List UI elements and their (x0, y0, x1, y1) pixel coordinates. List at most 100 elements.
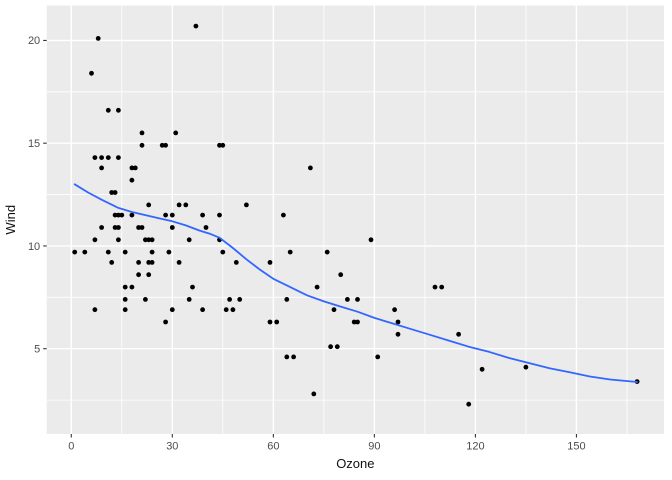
data-point (479, 366, 485, 372)
data-point (139, 142, 145, 148)
data-point (122, 249, 128, 255)
data-point (176, 260, 182, 265)
data-point (99, 165, 104, 171)
x-tick-label: 60 (267, 441, 279, 453)
data-point (139, 130, 145, 136)
data-point (311, 391, 317, 397)
data-point (334, 344, 340, 350)
data-point (105, 249, 111, 255)
data-point (186, 237, 192, 243)
y-tick-label: 15 (28, 138, 40, 150)
smooth-line (73, 183, 638, 383)
data-point (163, 142, 169, 148)
data-point (351, 319, 357, 325)
data-point (237, 297, 243, 302)
data-point (122, 307, 128, 313)
data-point (355, 297, 360, 302)
data-point (149, 249, 155, 255)
data-point (176, 202, 182, 208)
data-point (136, 272, 142, 278)
data-point (284, 297, 290, 302)
data-point (89, 70, 94, 76)
data-point (466, 401, 472, 407)
data-point (116, 225, 121, 230)
data-point (169, 307, 175, 313)
data-point (122, 284, 128, 290)
x-tick-label: 0 (68, 441, 74, 453)
data-point (136, 260, 142, 265)
data-point (169, 212, 175, 218)
data-point (112, 190, 118, 195)
data-point (112, 225, 118, 230)
data-point (395, 319, 401, 325)
data-point (217, 212, 222, 218)
data-point (200, 212, 206, 218)
data-point (129, 177, 135, 183)
x-tick-label: 90 (368, 441, 380, 453)
data-point (92, 307, 98, 313)
data-point (163, 319, 169, 325)
y-axis-title: Wind (3, 205, 18, 235)
data-point (331, 307, 337, 313)
data-point (149, 260, 155, 265)
data-point (308, 165, 313, 171)
data-point (190, 284, 195, 290)
data-point (220, 142, 226, 148)
data-point (345, 297, 350, 302)
data-point (132, 165, 138, 171)
data-point (193, 23, 199, 29)
data-point (95, 36, 101, 41)
data-point (186, 297, 192, 302)
data-point (324, 249, 330, 255)
data-point (105, 155, 111, 161)
data-point (143, 297, 148, 302)
data-point (284, 354, 290, 360)
data-point (136, 225, 142, 230)
data-point (287, 249, 293, 255)
data-point (395, 331, 401, 337)
data-point (129, 212, 135, 218)
data-point (116, 107, 121, 113)
data-point (146, 237, 152, 243)
data-point (143, 237, 148, 243)
data-point (220, 249, 226, 255)
data-point (72, 249, 78, 255)
data-point (99, 225, 104, 230)
data-point (116, 237, 121, 243)
data-point (105, 107, 111, 113)
data-point (116, 212, 121, 218)
data-point (146, 272, 152, 278)
x-tick-label: 120 (466, 441, 484, 453)
data-point (166, 249, 172, 255)
data-point (149, 237, 155, 243)
data-point (116, 155, 121, 161)
data-point (338, 272, 344, 278)
data-point (119, 212, 125, 218)
data-point (233, 260, 239, 265)
data-point (169, 225, 175, 230)
data-point (230, 307, 236, 313)
data-point (523, 364, 529, 370)
data-point (92, 155, 98, 161)
data-point (183, 202, 189, 208)
data-point (217, 142, 222, 148)
data-point (274, 319, 280, 325)
data-point (109, 260, 115, 265)
data-point (291, 354, 296, 360)
data-point (146, 260, 152, 265)
data-point (267, 260, 273, 265)
data-point (92, 237, 98, 243)
y-tick-label: 5 (34, 344, 40, 356)
data-point (159, 142, 165, 148)
data-point (375, 354, 381, 360)
data-point (439, 284, 445, 290)
data-point (368, 237, 374, 243)
data-point (163, 212, 169, 218)
data-point (173, 130, 179, 136)
data-point (109, 190, 115, 195)
data-point (328, 344, 333, 350)
data-point (99, 155, 104, 161)
data-point (392, 307, 397, 313)
data-point (456, 331, 461, 337)
